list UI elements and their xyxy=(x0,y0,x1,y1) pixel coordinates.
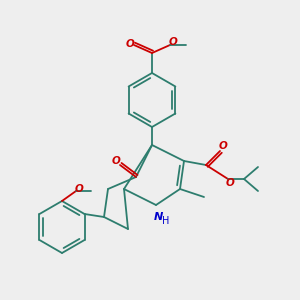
Text: O: O xyxy=(226,178,234,188)
Text: O: O xyxy=(219,141,227,151)
Text: O: O xyxy=(169,37,177,47)
Text: N: N xyxy=(153,212,163,222)
Text: O: O xyxy=(112,156,120,166)
Text: O: O xyxy=(75,184,83,194)
Text: O: O xyxy=(126,39,134,49)
Text: H: H xyxy=(162,216,170,226)
